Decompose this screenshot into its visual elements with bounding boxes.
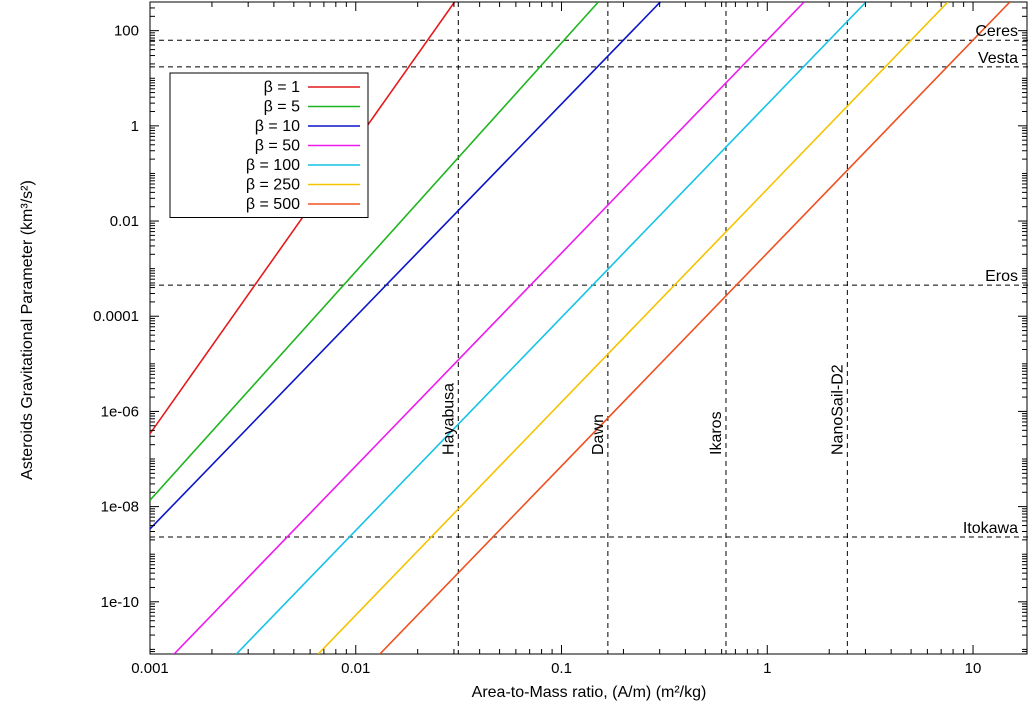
x-tick-label: 0.1 bbox=[551, 660, 572, 677]
x-axis-label: Area-to-Mass ratio, (A/m) (m²/kg) bbox=[472, 684, 707, 701]
x-tick-label: 0.01 bbox=[341, 660, 370, 677]
y-axis-label: Asteroids Gravitational Parameter (km³/s… bbox=[19, 180, 36, 480]
legend-label-beta-250: β = 250 bbox=[246, 177, 300, 194]
legend: β = 1 β = 5 β = 10 β = 50 β = 100 β = 250 β = … bbox=[169, 72, 369, 218]
legend-label-beta-10: β = 10 bbox=[255, 118, 300, 135]
ref-label-y-vesta: Vesta bbox=[978, 50, 1018, 67]
series-line-beta-500 bbox=[379, 2, 1011, 654]
ref-label-x-dawn: Dawn bbox=[590, 414, 607, 455]
series-line-beta-5 bbox=[150, 2, 599, 501]
ref-label-y-eros: Eros bbox=[985, 268, 1018, 285]
x-axis-ticks: 0.001 0.01 0.1 1 10 bbox=[131, 2, 981, 677]
y-tick-label: 1 bbox=[131, 118, 139, 135]
y-tick-label: 1e-10 bbox=[101, 594, 139, 611]
y-tick-label: 100 bbox=[114, 23, 139, 40]
y-tick-label: 1e-06 bbox=[101, 403, 139, 420]
legend-label-beta-5: β = 5 bbox=[264, 99, 300, 116]
x-tick-label: 10 bbox=[965, 660, 982, 677]
legend-label-beta-50: β = 50 bbox=[255, 138, 300, 155]
y-tick-label: 0.0001 bbox=[93, 308, 139, 325]
reference-lines bbox=[150, 2, 1028, 654]
series-line-beta-50 bbox=[173, 2, 805, 654]
ref-label-x-ikaros: Ikaros bbox=[708, 411, 725, 455]
series-line-beta-250 bbox=[317, 2, 949, 654]
series-line-beta-100 bbox=[235, 2, 867, 654]
reference-labels: Hayabusa Dawn Ikaros NanoSail-D2 Ceres Vesta E… bbox=[440, 23, 1018, 537]
y-axis-ticks: 1e-10 1e-08 1e-06 0.0001 0.01 1 100 bbox=[93, 1, 1027, 655]
x-tick-label: 0.001 bbox=[131, 660, 169, 677]
ref-label-y-ceres: Ceres bbox=[975, 23, 1018, 40]
plot-border bbox=[149, 1, 1028, 655]
x-tick-label: 1 bbox=[763, 660, 771, 677]
series-lines bbox=[150, 2, 1011, 654]
ref-label-x-hayabusa: Hayabusa bbox=[440, 383, 457, 455]
series-line-beta-10 bbox=[150, 2, 661, 530]
ref-label-y-itokawa: Itokawa bbox=[963, 520, 1018, 537]
plot-frame bbox=[149, 1, 1028, 655]
legend-label-beta-100: β = 100 bbox=[246, 157, 300, 174]
y-tick-label: 1e-08 bbox=[101, 499, 139, 516]
legend-label-beta-1: β = 1 bbox=[264, 79, 300, 96]
y-tick-label: 0.01 bbox=[110, 213, 139, 230]
legend-label-beta-500: β = 500 bbox=[246, 196, 300, 213]
ref-label-x-nanosail-d2: NanoSail-D2 bbox=[829, 364, 846, 455]
